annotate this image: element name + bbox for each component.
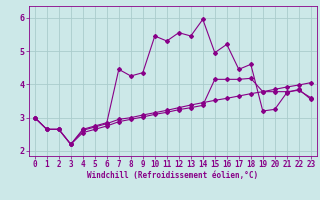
X-axis label: Windchill (Refroidissement éolien,°C): Windchill (Refroidissement éolien,°C) (87, 171, 258, 180)
